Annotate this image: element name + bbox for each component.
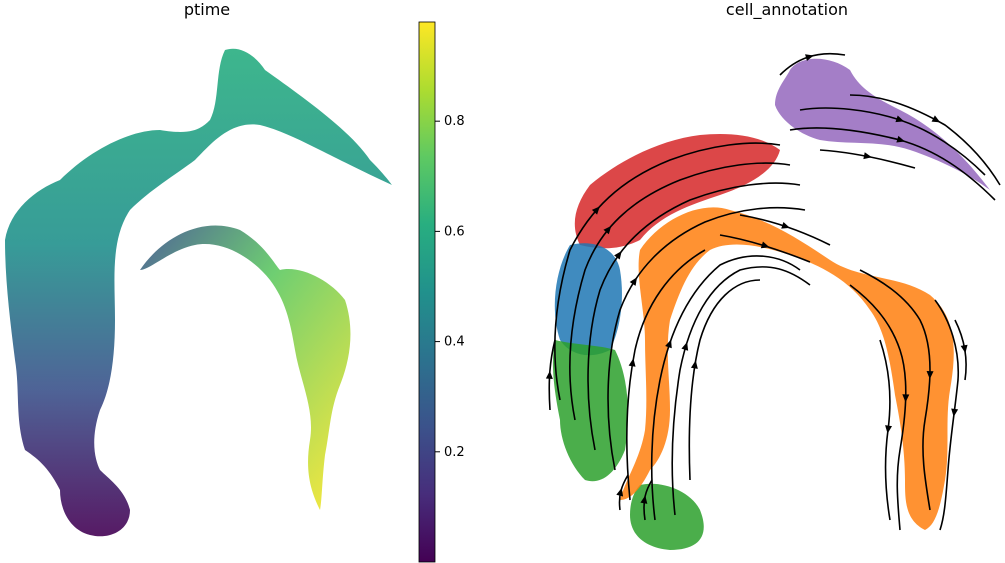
cluster-blue [554,243,622,356]
streamline-arrow [591,206,600,215]
streamline-arrow [895,115,905,123]
cell-annotation-panel: cell_annotation [545,0,1001,550]
cell-annotation-title: cell_annotation [726,0,848,20]
ptime-panel: ptime 0.2 0.4 0.6 0.8 [5,0,465,563]
ptime-embedding [5,48,392,537]
cell-annotation-embedding [552,58,990,550]
streamline-arrow [545,370,553,379]
cluster-green-lower [630,483,704,550]
streamline-arrow [781,222,790,229]
streamline [569,162,791,421]
streamline-arrow [926,371,934,380]
cluster-green-upper [552,340,628,482]
streamline [554,142,781,401]
velocity-streamlines [548,52,1001,531]
ptime-colorbar: 0.2 0.4 0.6 0.8 [418,21,465,563]
ptime-lobe-arc [140,225,351,510]
streamline-arrow [931,115,941,123]
colorbar-ticks: 0.2 0.4 0.6 0.8 [435,114,465,460]
cluster-red [574,133,780,249]
streamline-arrow [665,339,672,349]
cluster-purple [775,58,990,190]
streamline-arrow [896,135,906,143]
streamline [607,206,806,471]
cluster-orange-arc [620,207,954,531]
streamline [587,182,801,451]
ptime-title: ptime [184,0,230,19]
ptime-lobe-main [5,48,392,537]
streamline-arrow [902,394,910,403]
streamline-arrow [960,344,968,354]
streamline-arrow [616,487,624,497]
streamline [688,279,761,481]
streamline-arrow [760,241,770,249]
streamline-arrow [681,342,689,351]
streamline-arrow [628,358,636,367]
streamline-arrow [885,425,893,434]
streamline [625,249,706,501]
colorbar-tick-label: 0.2 [444,445,465,460]
colorbar-gradient [418,21,436,563]
streamline-arrow [640,495,648,504]
streamline-arrow [603,225,612,235]
streamline-arrowheads [545,54,968,504]
streamline-arrow [805,54,814,61]
colorbar-tick-label: 0.8 [444,114,465,129]
streamline [819,149,916,169]
streamline [671,266,811,516]
streamline-arrow [614,251,622,260]
streamline-arrow [863,152,872,160]
colorbar-tick-label: 0.4 [444,335,465,350]
streamline-arrow [629,277,638,286]
colorbar-tick-label: 0.6 [444,224,465,239]
streamline [650,255,801,521]
streamline-arrow [690,360,698,369]
streamline [849,94,1001,186]
streamline-arrow [951,408,959,417]
